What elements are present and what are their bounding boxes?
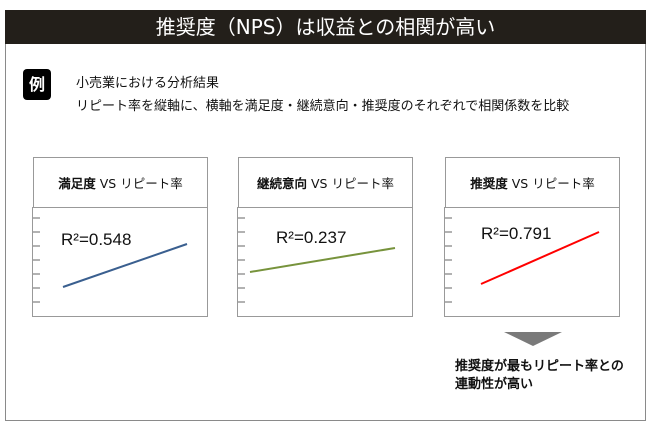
chart-title: 推奨度 VS リピート率 [445, 157, 620, 208]
chart-metric: 継続意向 [257, 176, 308, 191]
chart-vs: VS リピート率 [307, 176, 394, 191]
trend-line [249, 247, 396, 273]
down-arrow-icon [504, 332, 562, 346]
chart-vs: VS リピート率 [507, 176, 595, 191]
trend-chart [238, 217, 396, 303]
chart-box: R²=0.237 [237, 207, 413, 317]
chart-title: 継続意向 VS リピート率 [238, 157, 413, 208]
example-description: リピート率を縦軸に、横軸を満足度・継続意向・推奨度のそれぞれで相関係数を比較 [76, 99, 570, 114]
conclusion-text: 推奨度が最もリピート率との連動性が高い [455, 359, 624, 392]
r-squared-label: R²=0.791 [481, 224, 552, 243]
chart-box: R²=0.791 [444, 207, 620, 317]
chart-metric: 推奨度 [470, 176, 508, 191]
trend-line [480, 231, 600, 285]
chart-metric: 満足度 [58, 176, 96, 191]
trend-chart [33, 217, 188, 303]
chart-box: R²=0.548 [32, 207, 208, 317]
trend-chart [445, 217, 600, 303]
r-squared-label: R²=0.237 [276, 228, 347, 247]
chart-title: 満足度 VS リピート率 [33, 157, 208, 208]
example-heading: 小売業における分析結果 [76, 76, 220, 91]
page-title: 推奨度（NPS）は収益との相関が高い [5, 10, 646, 44]
chart-vs: VS リピート率 [95, 176, 183, 191]
r-squared-label: R²=0.548 [61, 230, 132, 249]
example-badge: 例 [23, 69, 51, 100]
trend-line [62, 243, 188, 288]
